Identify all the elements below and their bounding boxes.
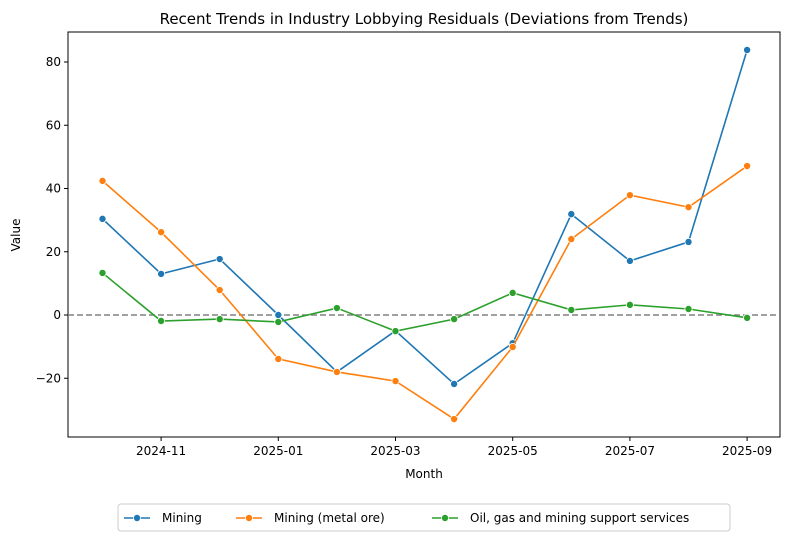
data-point — [215, 315, 224, 324]
data-point — [274, 317, 283, 326]
data-point — [98, 268, 107, 277]
y-tick-label: 0 — [53, 308, 61, 322]
data-point — [684, 304, 693, 313]
series-line-2 — [101, 272, 748, 332]
legend-marker — [440, 514, 449, 523]
legend-label: Oil, gas and mining support services — [470, 511, 689, 525]
data-point — [274, 354, 283, 363]
series-line-0 — [101, 49, 748, 385]
data-point — [215, 286, 224, 295]
legend: Mining Mining (metal ore) Oil, gas and min… — [117, 503, 731, 532]
data-point — [332, 304, 341, 313]
data-point — [567, 210, 576, 219]
data-point — [625, 256, 634, 265]
data-point — [508, 288, 517, 297]
series-line-1 — [101, 165, 748, 421]
data-point — [391, 377, 400, 386]
data-point — [157, 317, 166, 326]
legend-label: Mining (metal ore) — [274, 511, 385, 525]
x-tick-label: 2025-05 — [488, 444, 538, 458]
data-point — [98, 214, 107, 223]
data-point — [743, 45, 752, 54]
chart-title: Recent Trends in Industry Lobbying Resid… — [160, 10, 689, 28]
x-tick-label: 2025-03 — [370, 444, 420, 458]
data-point — [684, 203, 693, 212]
data-point — [450, 315, 459, 324]
x-tick-label: 2024-11 — [136, 444, 186, 458]
data-point — [215, 255, 224, 264]
plot-frame — [67, 31, 781, 438]
x-tick-label: 2025-01 — [253, 444, 303, 458]
legend-box — [117, 503, 731, 532]
data-point — [157, 228, 166, 237]
x-tick-label: 2025-09 — [722, 444, 772, 458]
data-point — [157, 269, 166, 278]
legend-label: Mining — [162, 511, 202, 525]
legend-marker — [244, 514, 253, 523]
data-point — [743, 313, 752, 322]
data-point — [625, 191, 634, 200]
y-tick-label: −20 — [36, 371, 61, 385]
data-point — [391, 327, 400, 336]
data-point — [508, 342, 517, 351]
legend-marker — [132, 514, 141, 523]
data-point — [567, 305, 576, 314]
y-tick-label: 40 — [46, 182, 61, 196]
data-point — [332, 367, 341, 376]
data-point — [274, 310, 283, 319]
y-tick-label: 20 — [46, 245, 61, 259]
data-point — [450, 415, 459, 424]
y-tick-label: 80 — [46, 55, 61, 69]
data-point — [743, 162, 752, 171]
data-point — [450, 379, 459, 388]
data-point — [98, 176, 107, 185]
x-axis-label: Month — [405, 467, 443, 481]
data-point — [567, 235, 576, 244]
y-axis-label: Value — [9, 219, 23, 252]
data-point — [684, 237, 693, 246]
x-tick-label: 2025-07 — [605, 444, 655, 458]
data-point — [625, 300, 634, 309]
y-tick-label: 60 — [46, 118, 61, 132]
